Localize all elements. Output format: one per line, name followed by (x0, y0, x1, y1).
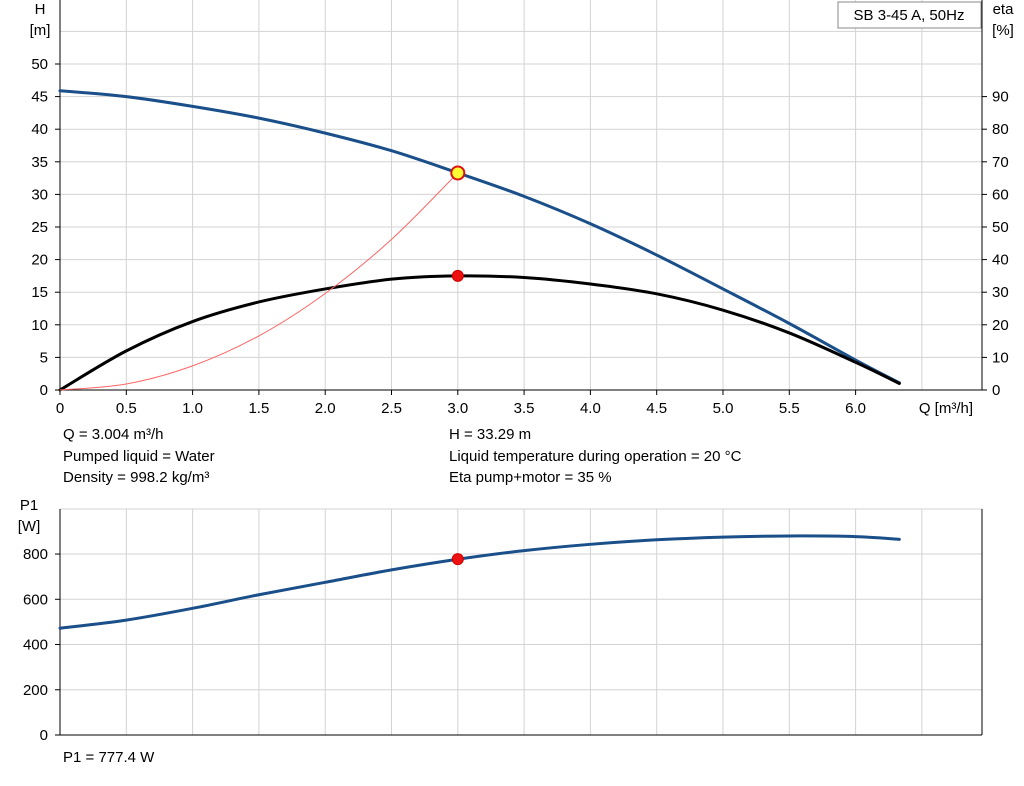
duty-point-efficiency (451, 269, 464, 282)
title-box (837, 1, 982, 29)
p1-axis-unit: [W] (18, 518, 41, 535)
info-head: H = 33.29 m (449, 426, 531, 443)
info-power: P1 = 777.4 W (63, 749, 155, 766)
top-right-tick-label: 30 (992, 284, 1009, 301)
top-right-tick-label: 10 (992, 349, 1009, 366)
top-right-tick-label: 70 (992, 154, 1009, 171)
bottom-left-tick-label: 800 (23, 546, 48, 563)
eta-axis-label: eta (993, 1, 1015, 18)
top-left-tick-label: 20 (31, 252, 48, 269)
top-right-tick-label: 20 (992, 317, 1009, 334)
bottom-left-tick-label: 200 (23, 682, 48, 699)
eta-axis-unit: [%] (992, 22, 1014, 39)
top-right-tick-label: 90 (992, 89, 1009, 106)
efficiency-curve (58, 274, 901, 392)
top-right-tick-label: 50 (992, 219, 1009, 236)
bottom-axes (55, 509, 983, 736)
x-tick-label: 3.0 (447, 400, 468, 417)
h-axis-unit: [m] (30, 22, 51, 39)
top-left-tick-label: 30 (31, 186, 48, 203)
h-axis-label: H (35, 1, 46, 18)
top-right-tick-label: 60 (992, 186, 1009, 203)
bottom-series (58, 534, 901, 630)
x-tick-label: 3.5 (514, 400, 535, 417)
bottom-left-tick-label: 0 (40, 727, 48, 744)
bottom-left-tick-label: 400 (23, 637, 48, 654)
top-right-tick-label: 40 (992, 252, 1009, 269)
top-left-tick-label: 45 (31, 89, 48, 106)
top-left-tick-label: 15 (31, 284, 48, 301)
top-grid (60, 0, 982, 390)
x-tick-label: 4.0 (580, 400, 601, 417)
x-tick-label: 1.0 (182, 400, 203, 417)
p1-axis-label: P1 (20, 497, 38, 514)
top-left-tick-label: 40 (31, 121, 48, 138)
top-right-tick-label: 0 (992, 382, 1000, 399)
top-axes (55, 0, 987, 395)
duty-point-head (450, 165, 466, 181)
bottom-left-tick-label: 600 (23, 591, 48, 608)
top-left-tick-label: 10 (31, 317, 48, 334)
top-left-tick-label: 25 (31, 219, 48, 236)
top-left-tick-label: 35 (31, 154, 48, 171)
bottom-grid (60, 508, 982, 735)
power-chart: 0 200 400 600 800 P1 [W] (18, 497, 983, 744)
head-efficiency-chart: 0 5 10 15 20 25 30 35 40 45 50 0 10 20 30 40 50 60 70 80 90 0… (30, 0, 1015, 417)
bottom-labels: 0 200 400 600 800 P1 [W] (18, 497, 48, 744)
x-tick-label: 6.0 (845, 400, 866, 417)
x-tick-label: 0.5 (116, 400, 137, 417)
system-curve (59, 172, 459, 391)
info-liquid-temperature: Liquid temperature during operation = 20… (449, 448, 742, 465)
duty-point-power (451, 553, 464, 566)
top-left-tick-label: 0 (40, 382, 48, 399)
info-eta-pump-motor: Eta pump+motor = 35 % (449, 469, 612, 486)
info-density: Density = 998.2 kg/m³ (63, 469, 209, 486)
top-right-tick-label: 80 (992, 121, 1009, 138)
x-tick-label: 2.5 (381, 400, 402, 417)
x-tick-label: 5.5 (779, 400, 800, 417)
top-left-tick-label: 5 (40, 349, 48, 366)
x-tick-label: 2.0 (315, 400, 336, 417)
x-tick-label: 4.5 (646, 400, 667, 417)
x-tick-label: 1.5 (248, 400, 269, 417)
head-curve (58, 89, 901, 385)
x-tick-label: 5.0 (713, 400, 734, 417)
x-tick-label: 0 (56, 400, 64, 417)
chart-title: SB 3-45 A, 50Hz (854, 7, 965, 24)
top-labels: 0 5 10 15 20 25 30 35 40 45 50 0 10 20 30 40 50 60 70 80 90 0… (30, 1, 1015, 417)
top-series (58, 89, 901, 392)
power-curve (58, 534, 901, 630)
operating-info: Q = 3.004 m³/h Pumped liquid = Water Den… (63, 426, 742, 766)
q-axis-label: Q [m³/h] (919, 400, 973, 417)
top-left-tick-label: 50 (31, 56, 48, 73)
info-pumped-liquid: Pumped liquid = Water (63, 448, 215, 465)
info-flow-rate: Q = 3.004 m³/h (63, 426, 163, 443)
